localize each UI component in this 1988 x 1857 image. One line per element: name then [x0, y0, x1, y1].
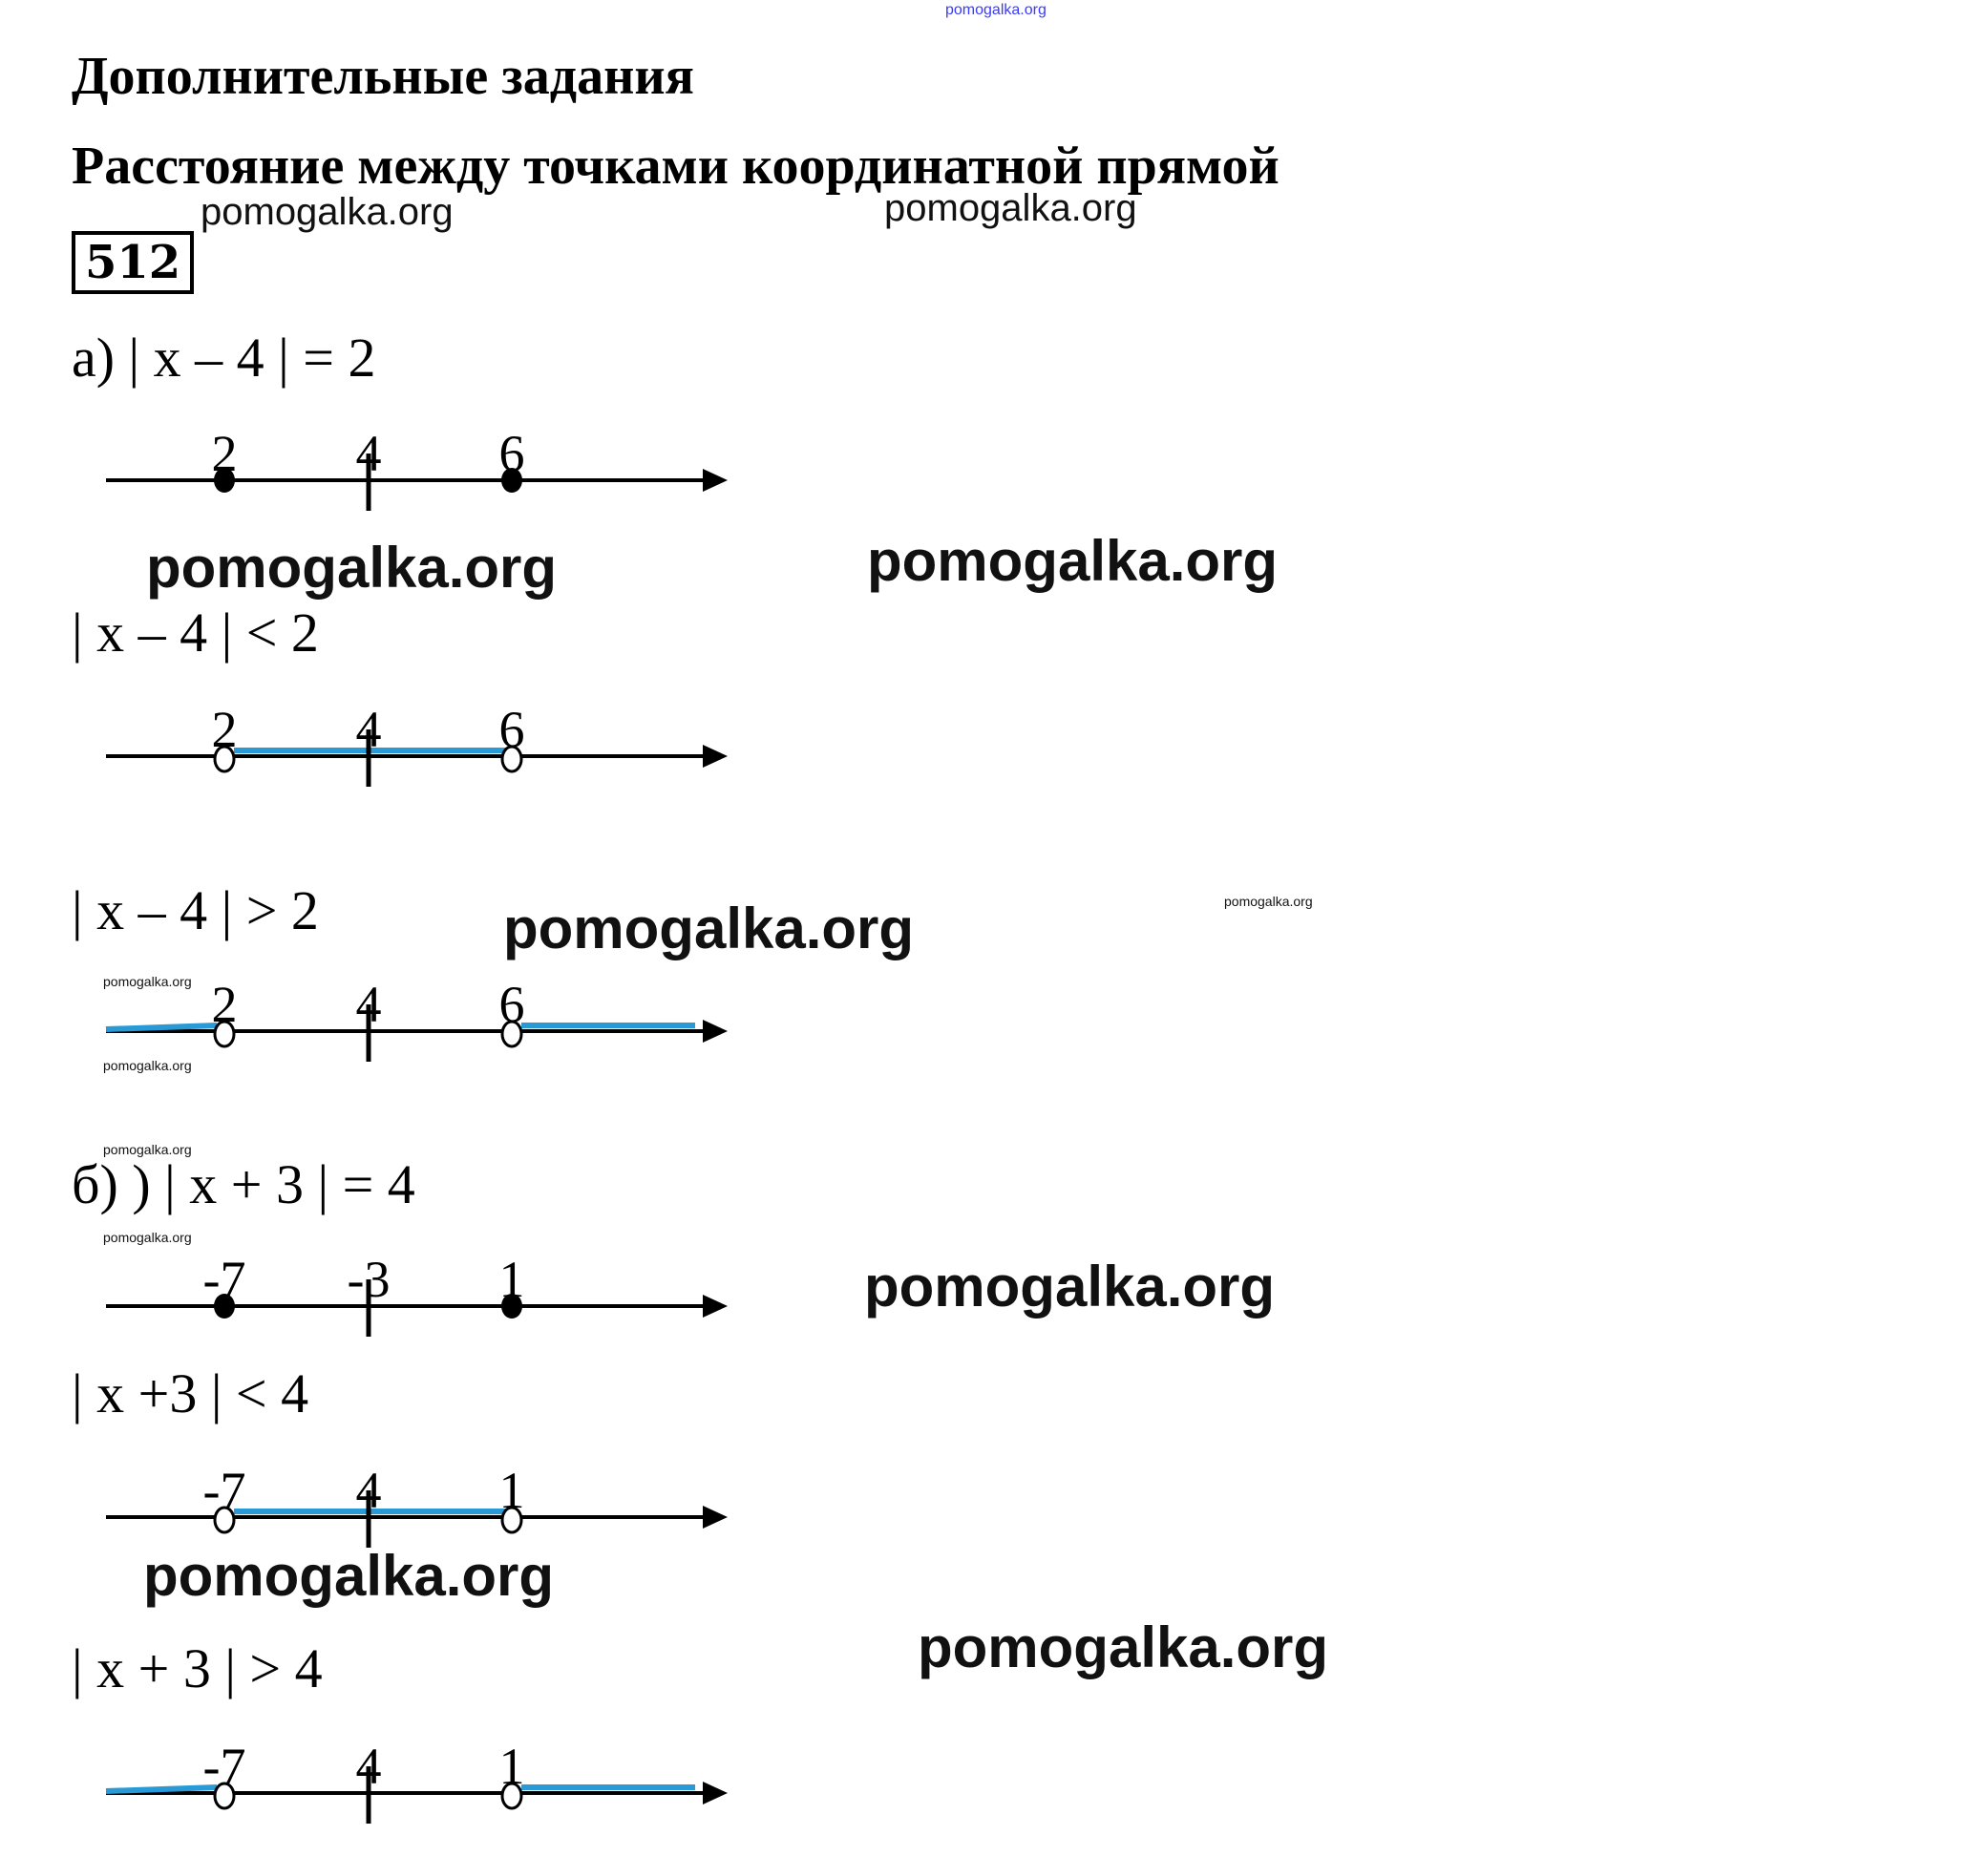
- shaded-ray-left: [105, 1784, 218, 1794]
- equation: | x – 4 | > 2: [72, 879, 319, 941]
- watermark: pomogalka.org: [864, 1255, 1276, 1319]
- open-point: [213, 745, 236, 773]
- number-line: -7 -3 1: [106, 1251, 728, 1337]
- point-label: 4: [356, 1738, 382, 1795]
- open-point: [213, 1506, 236, 1534]
- point-label: -3: [348, 1251, 391, 1308]
- section-title: Расстояние между точками координатной пр…: [72, 137, 1280, 196]
- open-point: [213, 1020, 236, 1048]
- exercise-number: 512: [72, 231, 195, 294]
- point-label: -7: [203, 1251, 246, 1308]
- open-point: [213, 1782, 236, 1810]
- arrow-head-icon: [703, 745, 728, 768]
- number-line: 2 4 6: [105, 976, 728, 1062]
- point-label: 2: [212, 425, 238, 482]
- watermark: pomogalka.org: [884, 187, 1137, 229]
- equation: б) ) | x + 3 | = 4: [72, 1153, 415, 1215]
- point-label: 6: [499, 701, 525, 758]
- point-label: 4: [356, 425, 382, 482]
- open-point: [500, 1020, 523, 1048]
- filled-point: [501, 468, 522, 493]
- point-label: 4: [356, 701, 382, 758]
- number-line: -7 4 1: [106, 1462, 728, 1548]
- watermark: pomogalka.org: [143, 1544, 555, 1608]
- arrow-head-icon: [703, 1782, 728, 1804]
- open-point: [500, 745, 523, 773]
- point-label: 6: [499, 976, 525, 1033]
- equation: а) | x – 4 | = 2: [72, 327, 376, 389]
- point-label: 2: [212, 976, 238, 1033]
- equation: | x + 3 | > 4: [72, 1637, 323, 1699]
- filled-point: [214, 468, 235, 493]
- equation: | x – 4 | < 2: [72, 601, 319, 664]
- shaded-ray-left: [105, 1023, 218, 1032]
- point-label: 2: [212, 701, 238, 758]
- point-label: 4: [356, 1462, 382, 1519]
- watermark: pomogalka.org: [103, 1230, 192, 1245]
- point-label: 4: [356, 976, 382, 1033]
- arrow-head-icon: [703, 1020, 728, 1043]
- point-label: 6: [499, 425, 525, 482]
- open-point: [500, 1782, 523, 1810]
- watermark: pomogalka.org: [103, 1142, 192, 1157]
- number-line: -7 4 1: [105, 1738, 728, 1824]
- watermark: pomogalka.org: [201, 191, 454, 233]
- point-label: 1: [499, 1462, 525, 1519]
- point-label: 1: [499, 1251, 525, 1308]
- watermark: pomogalka.org: [503, 897, 915, 960]
- watermark: pomogalka.org: [867, 529, 1279, 593]
- filled-point: [214, 1294, 235, 1319]
- watermark: pomogalka.org: [103, 1058, 192, 1073]
- watermark: pomogalka.org: [146, 536, 558, 600]
- watermark: pomogalka.org: [1224, 894, 1313, 909]
- point-label: -7: [203, 1462, 246, 1519]
- watermark: pomogalka.org: [918, 1615, 1329, 1679]
- open-point: [500, 1506, 523, 1534]
- watermark-top: pomogalka.org: [945, 2, 1047, 18]
- watermark: pomogalka.org: [103, 974, 192, 989]
- filled-point: [501, 1294, 522, 1319]
- arrow-head-icon: [703, 1295, 728, 1318]
- point-label: 1: [499, 1738, 525, 1795]
- arrow-head-icon: [703, 1506, 728, 1529]
- equation: | x +3 | < 4: [72, 1362, 309, 1424]
- arrow-head-icon: [703, 469, 728, 492]
- point-label: -7: [203, 1738, 246, 1795]
- page-heading: Дополнительные задания: [72, 47, 694, 106]
- number-line: 2 4 6: [106, 425, 728, 511]
- number-line: 2 4 6: [106, 701, 728, 787]
